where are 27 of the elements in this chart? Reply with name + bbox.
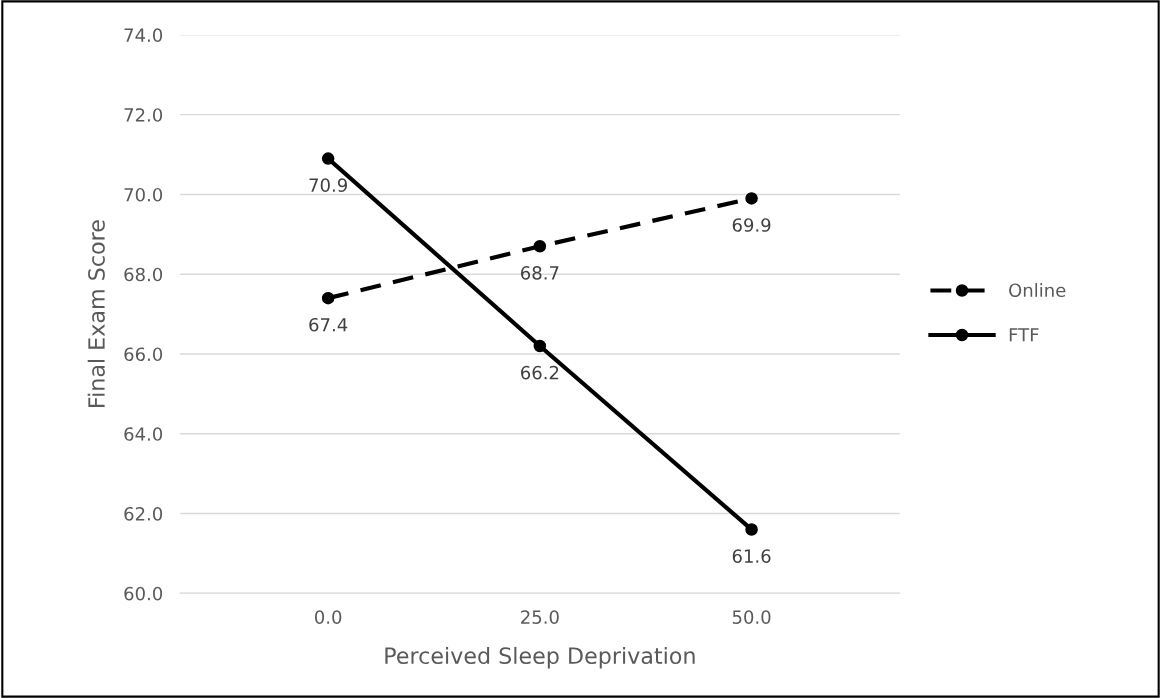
point (745, 523, 758, 536)
y-tick-label: 62.0 (124, 506, 163, 521)
y-tick-label: 70.0 (124, 187, 163, 202)
y-tick-label: 74.0 (124, 28, 163, 43)
x-axis-title: Perceived Sleep Deprivation (385, 646, 695, 669)
point (533, 339, 547, 353)
point (321, 152, 335, 165)
data-label: 66.2 (521, 365, 559, 380)
y-tick-label: 66.0 (124, 347, 163, 362)
data-label: 67.4 (309, 317, 348, 332)
data-label: 69.9 (732, 218, 771, 232)
point (745, 192, 758, 205)
x-tick-label: 0.0 (314, 610, 342, 624)
y-tick-label: 68.0 (124, 267, 163, 282)
y-axis-title: Final Exam Score (87, 220, 105, 407)
y-tick-label: 60.0 (124, 586, 163, 601)
y-tick-label: 64.0 (124, 427, 163, 441)
x-tick-label: 25.0 (521, 610, 559, 624)
data-label: 70.9 (309, 178, 347, 192)
data-label: 68.7 (521, 266, 559, 280)
y-tick-label: 72.0 (124, 108, 163, 122)
point (321, 291, 335, 305)
point (533, 240, 547, 253)
x-tick-label: 50.0 (732, 610, 771, 624)
data-label: 61.6 (732, 549, 771, 563)
legend-label: FTF (1009, 328, 1039, 342)
legend-label: Online (1009, 283, 1066, 298)
